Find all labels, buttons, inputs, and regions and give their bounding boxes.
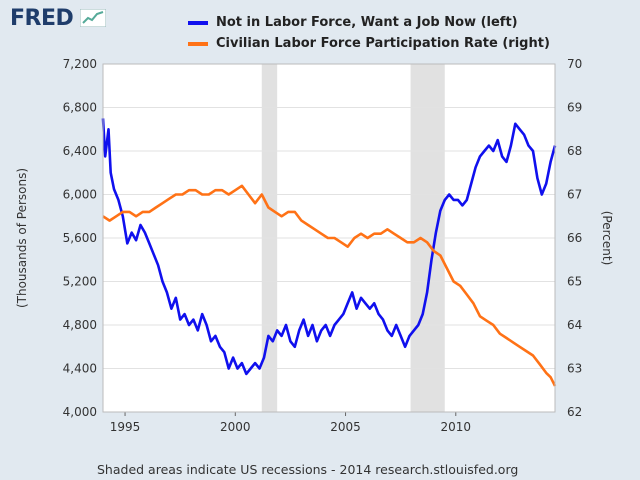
- right-tick-label: 63: [567, 362, 582, 376]
- left-tick-label: 5,600: [63, 231, 97, 245]
- right-tick-label: 66: [567, 231, 582, 245]
- legend-item-left-series[interactable]: Not in Labor Force, Want a Job Now (left…: [188, 12, 550, 33]
- series-line-left: [101, 118, 557, 376]
- x-tick-label: 1995: [110, 420, 141, 434]
- left-tick-label: 6,800: [63, 101, 97, 115]
- right-tick-label: 70: [567, 57, 582, 71]
- left-tick-label: 6,400: [63, 144, 97, 158]
- plot-border: [102, 63, 556, 413]
- right-tick-label: 69: [567, 101, 582, 115]
- x-tick-label: 2000: [220, 420, 251, 434]
- right-tick-label: 68: [567, 144, 582, 158]
- left-tick-label: 4,800: [63, 318, 97, 332]
- series-line-right: [102, 184, 557, 387]
- footer-note: Shaded areas indicate US recessions - 20…: [97, 462, 519, 477]
- right-series-swatch: [188, 41, 208, 46]
- right-tick-label: 65: [567, 275, 582, 289]
- legend: Not in Labor Force, Want a Job Now (left…: [188, 12, 550, 54]
- left-tick-label: 4,000: [63, 405, 97, 419]
- left-tick-label: 6,000: [63, 188, 97, 202]
- legend-label: Civilian Labor Force Participation Rate …: [216, 36, 550, 51]
- left-tick-label: 4,400: [63, 362, 97, 376]
- chart-svg: 4,000 62 4,400 63 4,800 64 5,200 65 5,600 66 6,000…: [15, 57, 614, 434]
- legend-label: Not in Labor Force, Want a Job Now (left…: [216, 15, 518, 30]
- x-tick-label: 2010: [441, 420, 472, 434]
- left-tick-label: 5,200: [63, 275, 97, 289]
- left-series-swatch: [188, 20, 208, 25]
- right-axis-label: (Percent): [600, 211, 614, 266]
- legend-item-right-series[interactable]: Civilian Labor Force Participation Rate …: [188, 33, 550, 54]
- right-tick-label: 62: [567, 405, 582, 419]
- x-tick-label: 2005: [330, 420, 361, 434]
- left-tick-label: 7,200: [63, 57, 97, 71]
- right-tick-label: 67: [567, 188, 582, 202]
- logo-text: FRED: [10, 6, 74, 31]
- right-tick-label: 64: [567, 318, 582, 332]
- left-axis-label: (Thousands of Persons): [15, 168, 29, 308]
